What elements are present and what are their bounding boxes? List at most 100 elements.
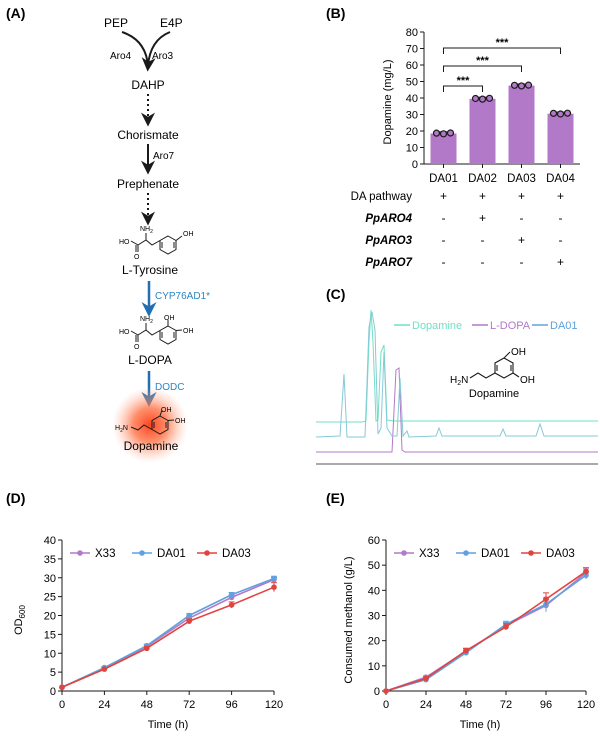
panel-b-ytick-label: 70 bbox=[406, 44, 418, 56]
panel-b-bar bbox=[508, 85, 535, 164]
panel-b-bar bbox=[469, 98, 496, 164]
legend-label-da03: DA03 bbox=[222, 548, 251, 560]
series-point-da03 bbox=[101, 666, 108, 672]
series-point-da03 bbox=[383, 688, 389, 694]
legend-label-da01: DA01 bbox=[157, 548, 186, 560]
panel-b-row-value: - bbox=[442, 211, 446, 225]
l-dopa-label: L-DOPA bbox=[128, 353, 172, 367]
panel-b-label: (B) bbox=[326, 5, 345, 21]
ytick-label: 0 bbox=[50, 686, 56, 698]
legend-marker-x33 bbox=[77, 550, 83, 556]
panel-b-ytick-label: 40 bbox=[406, 93, 418, 105]
legend-label-x33: X33 bbox=[95, 548, 115, 560]
panel-b-row-value: - bbox=[481, 255, 485, 269]
panel-b-row-label: PpARO3 bbox=[365, 235, 412, 247]
xtick-label: 24 bbox=[420, 699, 432, 711]
xtick-label: 0 bbox=[59, 699, 65, 711]
panel-b-point bbox=[439, 130, 448, 138]
dahp-label: DAHP bbox=[131, 78, 164, 92]
xtick-label: 24 bbox=[98, 699, 110, 711]
xtick-label: 72 bbox=[500, 699, 512, 711]
series-point-da03 bbox=[59, 684, 65, 691]
panel-b-row-value: - bbox=[559, 211, 563, 225]
panel-b-significance-label: *** bbox=[476, 55, 490, 67]
legend-marker-da03 bbox=[528, 550, 534, 556]
panel-b-bar bbox=[547, 113, 574, 164]
series-line-x33 bbox=[385, 572, 587, 692]
dopamine-c-oh-1: OH bbox=[511, 347, 526, 358]
panel-b-significance: *** *** *** bbox=[443, 37, 561, 92]
series-point-da03 bbox=[228, 602, 235, 608]
pep-label: PEP bbox=[104, 16, 128, 30]
series-point-da01 bbox=[228, 591, 235, 598]
panel-b-point bbox=[478, 95, 487, 103]
xtick-label: 120 bbox=[577, 699, 595, 711]
panel-b-row-value: - bbox=[442, 233, 446, 247]
ldopa-o: O bbox=[134, 344, 140, 351]
panel-b-row-value: + bbox=[518, 233, 525, 247]
prephenate-label: Prephenate bbox=[117, 177, 179, 191]
legend-ldopa-label: L-DOPA bbox=[490, 320, 531, 332]
series-point-da01 bbox=[186, 612, 192, 619]
panel-a-label: (A) bbox=[6, 5, 25, 21]
series-point-da01 bbox=[271, 575, 277, 582]
ldopa-oh-1: OH bbox=[164, 315, 175, 322]
dopamine-glow bbox=[112, 387, 188, 463]
dopamine-h2n: H2N bbox=[115, 425, 128, 434]
dopamine-structure-a bbox=[130, 409, 175, 435]
panel-c-label: (C) bbox=[326, 286, 345, 302]
e4p-arrow bbox=[141, 31, 171, 72]
ytick-label: 20 bbox=[368, 636, 380, 648]
ytick-label: 5 bbox=[50, 667, 56, 679]
panel-b-row-value: - bbox=[520, 211, 524, 225]
panel-b-row-label: PpARO7 bbox=[365, 257, 412, 269]
series-point-da03 bbox=[271, 584, 277, 590]
legend-dopamine-label: Dopamine bbox=[412, 320, 462, 332]
panel-b-category-label: DA04 bbox=[546, 173, 575, 185]
ytick-label: 0 bbox=[374, 686, 380, 698]
panel-b-bracket bbox=[443, 65, 522, 72]
ytick-label: 30 bbox=[368, 611, 380, 623]
panel-d-ylabel: OD600 bbox=[13, 605, 27, 635]
series-point-da03 bbox=[423, 675, 429, 682]
panel-e-ylabel: Consumed methanol (g/L) bbox=[343, 556, 355, 683]
ytick-label: 35 bbox=[44, 554, 56, 566]
xtick-label: 0 bbox=[383, 699, 389, 711]
legend-label-da03: DA03 bbox=[546, 548, 575, 560]
xtick-label: 96 bbox=[540, 699, 552, 711]
panel-b-category-label: DA03 bbox=[507, 173, 536, 185]
xtick-label: 48 bbox=[460, 699, 472, 711]
ytick-label: 50 bbox=[368, 560, 380, 572]
panel-c: (C) Dopamine L-DOPA DA01 OH OH H2N Dopam… bbox=[315, 286, 598, 465]
dodc-enzyme-label: DODC bbox=[155, 382, 184, 393]
aro7-label: Aro7 bbox=[153, 151, 175, 162]
dopamine-oh-1: OH bbox=[161, 407, 172, 414]
series-point-da03 bbox=[503, 624, 509, 630]
panel-d-label: (D) bbox=[6, 490, 25, 506]
legend-label-x33: X33 bbox=[419, 548, 439, 560]
tyrosine-ho: HO bbox=[119, 239, 130, 246]
aro4-label: Aro4 bbox=[110, 51, 132, 62]
tyrosine-structure bbox=[130, 233, 183, 255]
ytick-label: 10 bbox=[368, 661, 380, 673]
chorismate-label: Chorismate bbox=[117, 128, 179, 142]
panel-b-point bbox=[510, 81, 519, 89]
xtick-label: 72 bbox=[183, 699, 195, 711]
panel-b-row-value: + bbox=[479, 189, 486, 203]
panel-b-bracket bbox=[443, 85, 483, 92]
panel-b: (B) Dopamine (mg/L) 0 10 20 30 40 50 60 70 80 DA… bbox=[326, 5, 580, 269]
panel-b-category-label: DA02 bbox=[468, 173, 497, 185]
panel-b-point bbox=[556, 110, 565, 118]
panel-b-significance-label: *** bbox=[457, 75, 471, 87]
panel-b-row-label: PpARO4 bbox=[365, 213, 412, 225]
dopamine-oh-2: OH bbox=[175, 418, 186, 425]
panel-b-ylabel: Dopamine (mg/L) bbox=[382, 60, 394, 145]
dopamine-structure-c bbox=[469, 351, 520, 379]
panel-b-category-label: DA01 bbox=[429, 173, 458, 185]
series-line-da03 bbox=[385, 570, 587, 692]
structure-caption: Dopamine bbox=[469, 388, 519, 400]
panel-e-label: (E) bbox=[326, 490, 345, 506]
series-line-x33 bbox=[61, 578, 275, 688]
panel-b-ytick-label: 10 bbox=[406, 143, 418, 155]
tyrosine-o: O bbox=[134, 254, 140, 261]
